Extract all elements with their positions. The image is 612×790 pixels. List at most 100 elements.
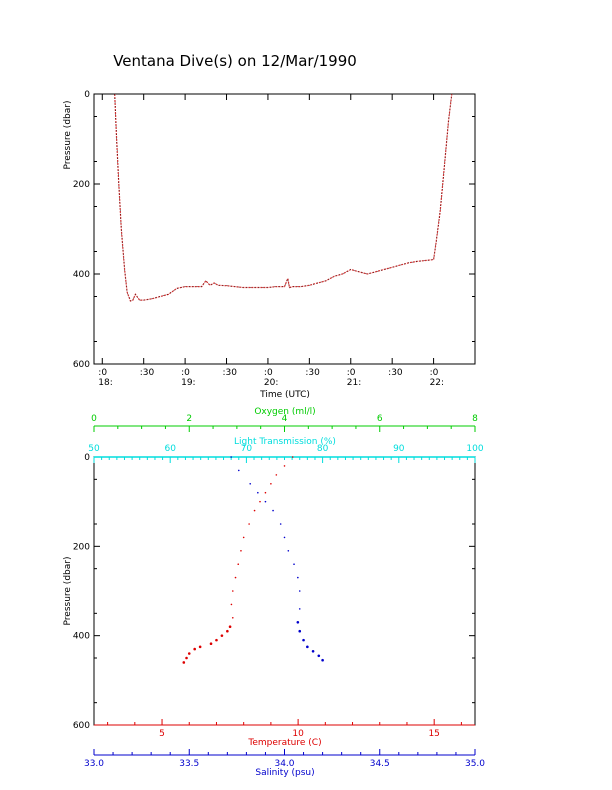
light-axis-tick-label: 80 xyxy=(317,444,329,454)
oxygen-axis-tick-label: 6 xyxy=(377,414,383,424)
temperature-point xyxy=(193,647,196,651)
salinity-axis-tick-label: 35.0 xyxy=(465,759,485,769)
light-axis-tick-label: 90 xyxy=(393,444,405,454)
temperature-point xyxy=(248,523,250,525)
salinity-point xyxy=(249,483,252,485)
temperature-point xyxy=(234,576,237,579)
dive-track-x-tick-sublabel: 19: xyxy=(181,378,195,388)
salinity-point xyxy=(302,638,305,642)
light-axis-tick-label: 100 xyxy=(466,444,483,454)
salinity-point xyxy=(311,650,315,653)
oxygen-axis-tick-label: 8 xyxy=(472,414,478,424)
temperature-point xyxy=(209,642,213,646)
temperature-axis-tick-label: 5 xyxy=(159,729,165,739)
salinity-point xyxy=(298,629,302,633)
salinity-point xyxy=(321,658,324,662)
salinity-point xyxy=(298,590,301,592)
temperature-point xyxy=(240,550,242,552)
salinity-axis-tick-label: 33.5 xyxy=(179,759,199,769)
dive-track-frame xyxy=(93,93,476,365)
profile-series xyxy=(182,456,324,664)
temperature-point xyxy=(215,638,218,642)
dive-track-x-tick-label: :0 xyxy=(264,368,273,378)
oxygen-axis-label: Oxygen (ml/l) xyxy=(254,407,315,417)
temperature-point xyxy=(187,652,191,655)
temperature-point xyxy=(185,656,188,660)
dive-track-chart: 0200400600:018::30:019::30:020::30:021::… xyxy=(63,90,476,400)
salinity-point xyxy=(272,509,274,512)
temperature-point xyxy=(231,590,234,592)
temperature-axis-tick-label: 10 xyxy=(292,729,304,739)
salinity-axis-tick-label: 33.0 xyxy=(84,759,104,769)
temperature-point xyxy=(198,645,202,649)
dive-track-x-tick-sublabel: 18: xyxy=(98,378,112,388)
temperature-point xyxy=(259,500,261,503)
dive-track-x-tick-label: :0 xyxy=(181,368,190,378)
dive-track-x-tick-label: :0 xyxy=(347,368,356,378)
dive-track-y-tick-label: 0 xyxy=(84,90,90,100)
light-axis-tick-label: 60 xyxy=(164,444,176,454)
temperature-point xyxy=(264,491,267,494)
oxygen-axis-tick-label: 4 xyxy=(282,414,288,424)
temperature-point xyxy=(220,634,224,637)
dive-track-x-tick-sublabel: 21: xyxy=(347,378,361,388)
salinity-point xyxy=(283,536,286,539)
temperature-point xyxy=(182,661,186,664)
salinity-point xyxy=(230,456,232,458)
dive-track-ylabel: Pressure (dbar) xyxy=(63,101,73,170)
salinity-point xyxy=(237,469,240,472)
temperature-point xyxy=(270,483,272,485)
salinity-point xyxy=(279,523,282,525)
dive-track-y-tick-label: 200 xyxy=(73,180,90,190)
temperature-point xyxy=(275,474,278,476)
oxygen-axis-tick-label: 2 xyxy=(186,414,192,424)
dive-track-x-tick-sublabel: 20: xyxy=(264,378,278,388)
salinity-point xyxy=(298,608,301,610)
profile-y-tick-label: 200 xyxy=(73,542,90,552)
temperature-axis-tick-label: 15 xyxy=(428,729,439,739)
temperature-point xyxy=(237,563,240,565)
dive-track-points xyxy=(114,93,453,302)
dive-track-x-tick-label: :30 xyxy=(305,368,320,378)
temperature-point xyxy=(291,456,294,458)
temperature-point xyxy=(283,465,286,467)
salinity-point xyxy=(317,654,321,658)
temperature-point xyxy=(230,603,233,606)
dive-track-x-tick-label: :30 xyxy=(223,368,238,378)
temperature-point xyxy=(226,629,229,633)
dive-track-series xyxy=(114,93,453,302)
salinity-point xyxy=(293,563,295,565)
dive-track-y-tick-label: 600 xyxy=(73,360,90,370)
dive-track-x-tick-sublabel: 22: xyxy=(430,378,444,388)
profile-y-tick-label: 0 xyxy=(84,453,90,463)
salinity-point xyxy=(306,645,309,649)
salinity-axis-tick-label: 34.5 xyxy=(370,759,390,769)
light-axis-label: Light Transmission (%) xyxy=(234,437,336,447)
oxygen-axis-tick-label: 0 xyxy=(91,414,97,424)
salinity-point xyxy=(297,576,299,579)
temperature-axis-label: Temperature (C) xyxy=(247,738,321,748)
salinity-point xyxy=(257,491,259,494)
light-axis-tick-label: 70 xyxy=(241,444,253,454)
temperature-point xyxy=(228,625,232,629)
salinity-point xyxy=(296,620,300,624)
dive-track-x-tick-label: :30 xyxy=(388,368,403,378)
profile-chart: 0 200 400 600 0 2 4 6 8 50 60 70 80 90 100 5 10 15 33.0 33.… xyxy=(63,407,485,778)
profile-ylabel: Pressure (dbar) xyxy=(63,557,73,626)
profile-y-tick-label: 600 xyxy=(73,721,90,731)
dive-track-axes: 0200400600:018::30:019::30:020::30:021::… xyxy=(73,90,475,388)
salinity-point xyxy=(287,550,290,552)
profile-axes: 0 200 400 600 0 2 4 6 8 50 60 70 80 90 100 5 10 15 33.0 33.… xyxy=(73,414,485,769)
dive-track-xlabel: Time (UTC) xyxy=(259,390,310,400)
dive-track-x-tick-label: :30 xyxy=(140,368,155,378)
profile-y-tick-label: 400 xyxy=(73,632,90,642)
temperature-point xyxy=(242,536,245,539)
dive-track-y-tick-label: 400 xyxy=(73,270,90,280)
salinity-axis-label: Salinity (psu) xyxy=(255,768,314,778)
temperature-point xyxy=(253,509,256,512)
light-axis-tick-label: 50 xyxy=(88,444,100,454)
profile-frame xyxy=(93,456,476,726)
dive-track-x-tick-label: :0 xyxy=(430,368,439,378)
